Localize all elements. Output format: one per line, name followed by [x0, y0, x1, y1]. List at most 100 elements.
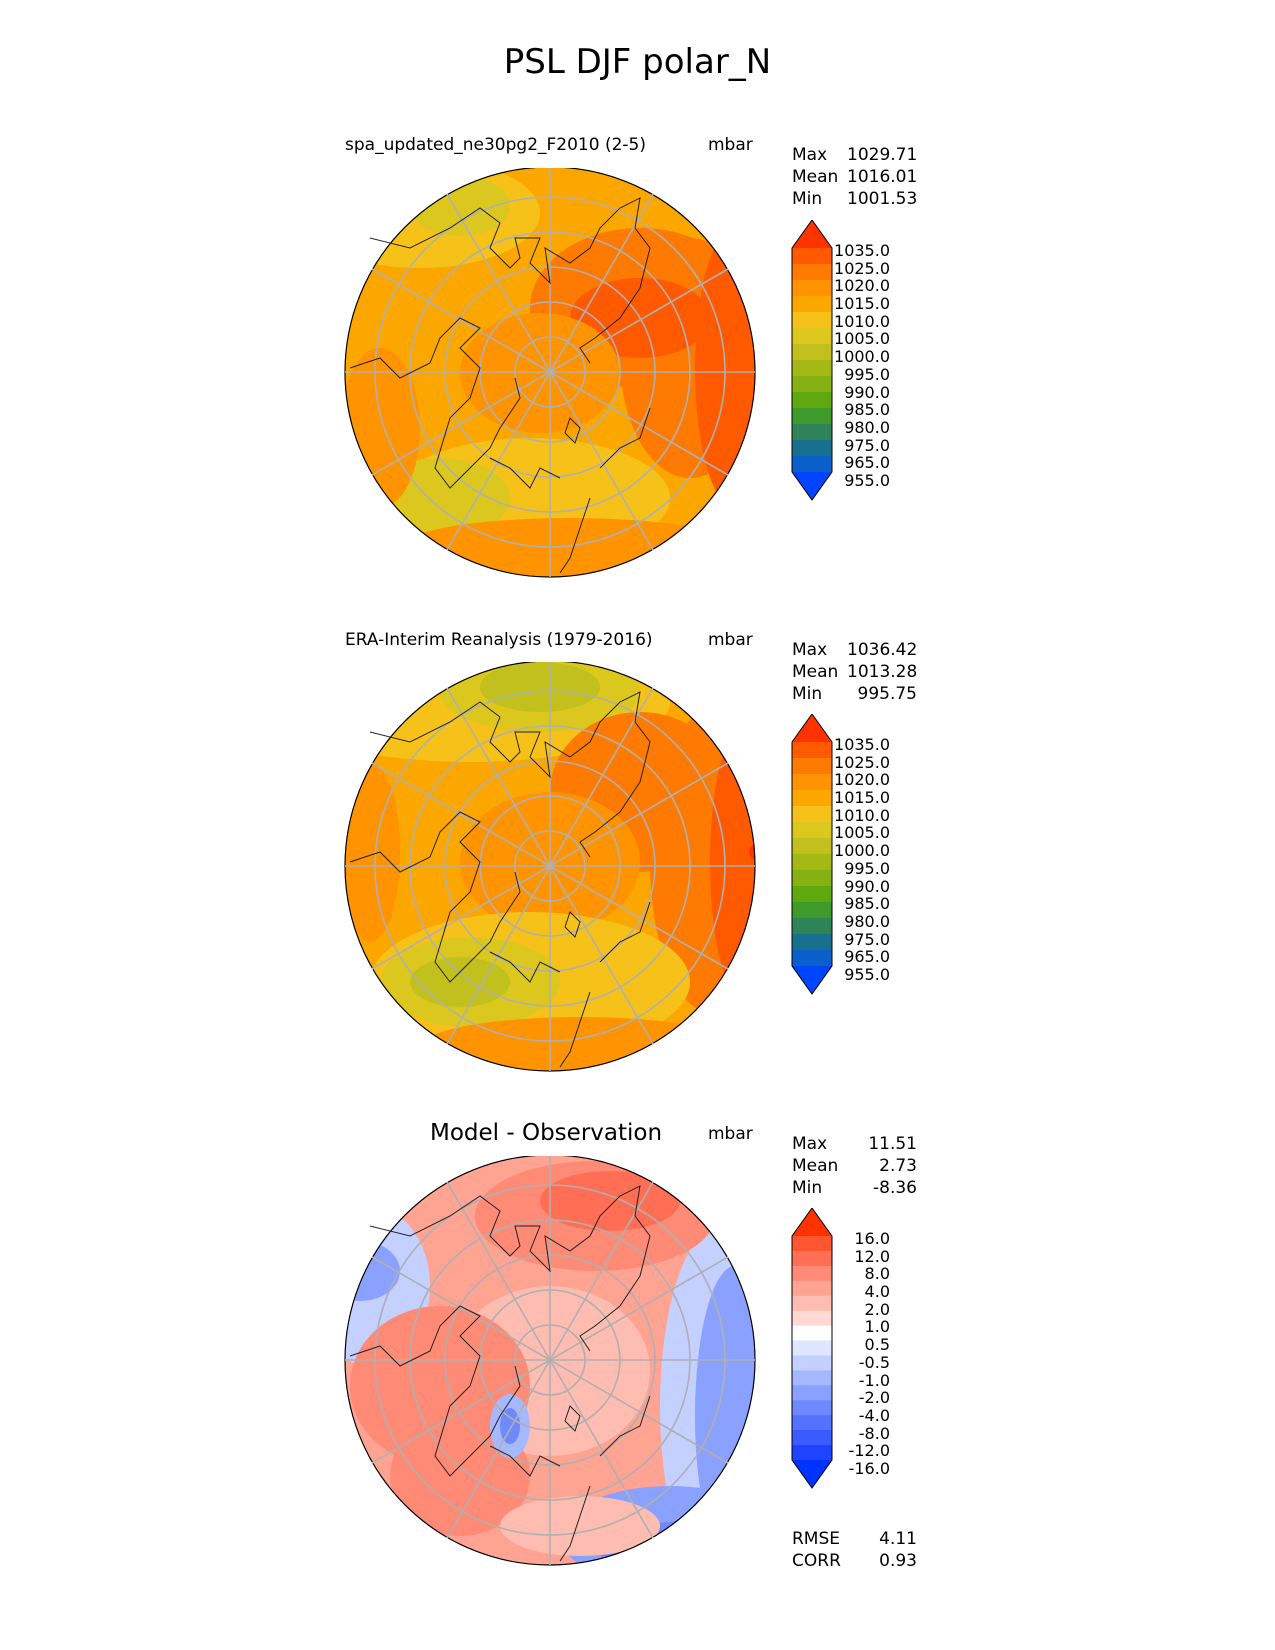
colorbar-outline: [791, 1208, 833, 1489]
stat-max-value: 1036.42: [847, 640, 918, 660]
colorbar-segment: [792, 1430, 832, 1446]
cb2-label: 1020.0: [834, 770, 890, 790]
stat-mean-label: Mean: [792, 662, 839, 682]
corr-value: 0.93: [879, 1551, 917, 1571]
stat-min-value: -8.36: [873, 1178, 917, 1198]
stat-max-value: 11.51: [868, 1134, 917, 1154]
cb1-label: 955.0: [844, 470, 890, 490]
cb3-label: 16.0: [854, 1229, 890, 1248]
panel-3-colorbar-labels: 16.0 12.0 8.0 4.0 2.0 1.0 0.5 -0.5 -1.0 …: [810, 1231, 890, 1479]
colorbar-segment: [792, 1445, 832, 1461]
stat-min-label: Min: [792, 1178, 823, 1198]
coastlines: [349, 197, 651, 574]
cb3-label: -8.0: [858, 1423, 890, 1443]
stat-mean-value: 2.73: [879, 1156, 917, 1176]
cb2-label: 1015.0: [834, 788, 890, 808]
colorbar-segment: [792, 822, 832, 839]
colorbar-segment: [792, 838, 832, 855]
colorbar-segment: [792, 376, 832, 393]
stat-min-label: Min: [792, 189, 823, 209]
colorbar-extend-min: [792, 472, 832, 500]
cb1-label: 965.0: [844, 453, 890, 473]
colorbar-segment: [792, 392, 832, 409]
corr-label: CORR: [792, 1551, 841, 1571]
colorbar-segment: [792, 248, 832, 265]
cb2-label: 990.0: [844, 876, 890, 896]
colorbar-segment: [792, 1280, 832, 1297]
colorbar-segment: [792, 1310, 832, 1327]
cb2-label: 965.0: [844, 947, 890, 967]
cb1-label: 980.0: [844, 417, 890, 437]
colorbar-segment: [792, 328, 832, 345]
cb3-label: 1.0: [864, 1317, 890, 1337]
figure-title: PSL DJF polar_N: [503, 42, 772, 82]
panel-2-colorbar-labels: 1035.0 1025.0 1020.0 1015.0 1010.0 1005.…: [810, 737, 890, 985]
stat-mean-label: Mean: [792, 1156, 839, 1176]
panel-1-stats: Max 1029.71 Mean 1016.01 Min 1001.53: [792, 144, 917, 210]
colorbar-segment: [792, 408, 832, 425]
colorbar-segment: [792, 806, 832, 823]
colorbar-segment: [792, 918, 832, 935]
colorbar-segment: [792, 1400, 832, 1416]
colorbar-segment: [792, 1295, 832, 1312]
cb3-label: -16.0: [848, 1458, 890, 1478]
cb1-label: 1020.0: [834, 276, 890, 296]
colorbar-segment: [792, 886, 832, 903]
cb2-label: 1025.0: [834, 752, 890, 772]
cb1-label: 990.0: [844, 382, 890, 402]
stat-max-label: Max: [792, 1134, 828, 1154]
cb3-label: -4.0: [858, 1405, 890, 1425]
coastlines: [349, 1185, 651, 1562]
cb2-label: 1010.0: [834, 805, 890, 825]
colorbar-extend-min: [792, 1460, 832, 1488]
panel-1-colorbar: [791, 220, 833, 501]
colorbar-segment: [792, 1385, 832, 1401]
colorbar-segment: [792, 1415, 832, 1431]
colorbar-segment: [792, 950, 832, 967]
colorbar-segment: [792, 854, 832, 871]
colorbar-segment: [792, 1325, 832, 1342]
panel-2-title: ERA-Interim Reanalysis (1979-2016): [345, 630, 653, 650]
cb3-label: 4.0: [864, 1282, 890, 1302]
colorbar-segment: [792, 312, 832, 329]
colorbar-segment: [792, 902, 832, 919]
panel-2-polar-map: [344, 662, 756, 1072]
stat-max-label: Max: [792, 640, 828, 660]
panel-2-stats: Max 1036.42 Mean 1013.28 Min 995.75: [792, 639, 917, 705]
cb2-label: 955.0: [844, 964, 890, 984]
rmse-label: RMSE: [792, 1529, 841, 1549]
colorbar-segment: [792, 774, 832, 791]
colorbar-segment: [792, 344, 832, 361]
panel-1-polar-map: [344, 168, 756, 578]
cb2-label: 980.0: [844, 911, 890, 931]
colorbar-segment: [792, 934, 832, 951]
colorbar-segment: [792, 758, 832, 775]
colorbar-segment: [792, 742, 832, 759]
cb1-label: 1025.0: [834, 258, 890, 278]
cb2-label: 995.0: [844, 858, 890, 878]
cb3-label: 0.5: [864, 1335, 890, 1355]
colorbar-segment: [792, 424, 832, 441]
colorbar-extend-max: [792, 714, 832, 742]
colorbar-segment: [792, 1236, 832, 1252]
cb1-label: 995.0: [844, 364, 890, 384]
stat-min-value: 1001.53: [847, 189, 918, 209]
panel-1-colorbar-labels: 1035.0 1025.0 1020.0 1015.0 1010.0 1005.…: [810, 243, 890, 491]
cb2-label: 1000.0: [834, 841, 890, 861]
colorbar-segment: [792, 1265, 832, 1282]
panel-3-title: Model - Observation: [430, 1120, 663, 1146]
coastlines: [349, 691, 651, 1068]
panel-2-units: mbar: [708, 630, 753, 650]
cb3-label: -2.0: [858, 1388, 890, 1408]
panel-3-stats: Max 11.51 Mean 2.73 Min -8.36: [792, 1133, 917, 1199]
colorbar-segment: [792, 790, 832, 807]
colorbar-segment: [792, 280, 832, 297]
colorbar-segment: [792, 1370, 832, 1386]
stat-min-label: Min: [792, 684, 823, 704]
stat-mean-value: 1016.01: [847, 167, 918, 187]
colorbar-segment: [792, 440, 832, 457]
cb2-label: 975.0: [844, 929, 890, 949]
panel-3-units: mbar: [708, 1124, 753, 1144]
panel-1-title: spa_updated_ne30pg2_F2010 (2-5): [345, 135, 646, 155]
panel-3-colorbar: [791, 1208, 833, 1489]
